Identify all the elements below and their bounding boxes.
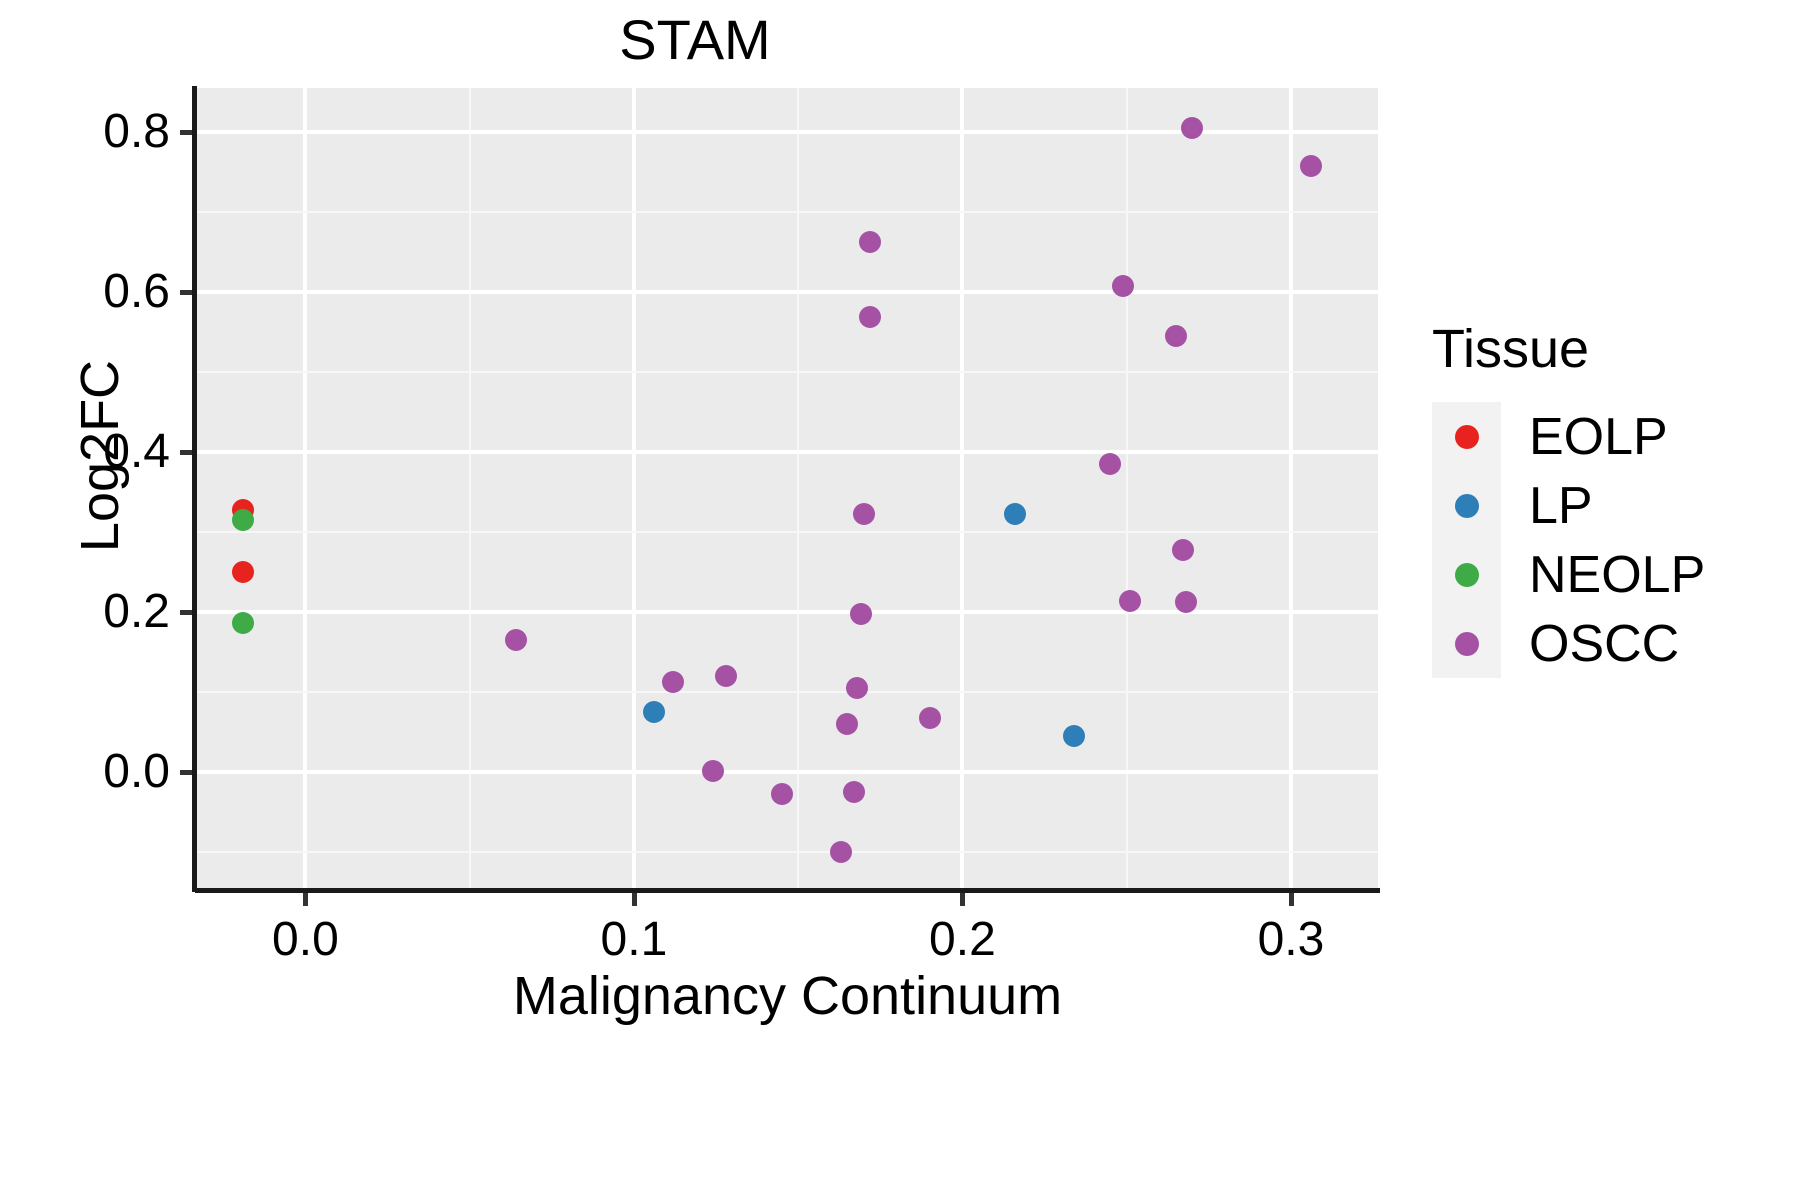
data-point — [231, 612, 254, 635]
data-point — [1063, 725, 1086, 747]
legend-dot-icon — [1454, 493, 1479, 518]
data-point — [859, 305, 882, 328]
legend-dot-icon — [1454, 562, 1479, 587]
legend-dot-icon — [1454, 631, 1479, 656]
gridline-vertical-major — [303, 88, 308, 888]
legend-title: Tissue — [1432, 319, 1590, 379]
gridline-horizontal-major — [197, 610, 1378, 614]
gridline-vertical-major — [1288, 88, 1293, 888]
gridline-vertical-minor — [468, 88, 471, 888]
data-point — [1164, 325, 1187, 347]
x-tick-mark — [631, 893, 637, 906]
data-point — [1112, 274, 1135, 297]
legend-item-label: LP — [1529, 476, 1593, 535]
data-point — [504, 629, 527, 651]
y-tick-mark — [180, 130, 192, 135]
x-axis-line — [195, 888, 1380, 893]
legend-item-label: EOLP — [1529, 407, 1668, 466]
data-point — [1174, 591, 1197, 614]
y-tick-mark — [180, 450, 192, 455]
gridline-horizontal-major — [197, 290, 1378, 294]
y-tick-label: 0.8 — [103, 105, 170, 158]
y-tick-label: 0.0 — [103, 745, 170, 798]
legend-item-lp[interactable]: LP — [1432, 471, 1762, 540]
data-point — [829, 841, 852, 863]
data-point — [1118, 589, 1141, 612]
legend-keys: EOLP LP NEOLP OSCC — [1432, 402, 1762, 678]
legend-dot-icon — [1454, 424, 1479, 449]
data-point — [1171, 538, 1194, 561]
data-point — [714, 665, 737, 687]
gridline-horizontal-major — [197, 130, 1378, 134]
gridline-vertical-minor — [1125, 88, 1128, 888]
legend: Tissue EOLP LP NEOLP OSCC — [1432, 318, 1762, 678]
y-tick-mark — [180, 770, 192, 775]
gridline-vertical-major — [631, 88, 636, 888]
legend-item-label: OSCC — [1529, 614, 1680, 673]
data-point — [852, 503, 875, 526]
gridline-vertical-major — [960, 88, 965, 888]
legend-item-label: NEOLP — [1529, 545, 1706, 604]
x-tick-mark — [1288, 893, 1294, 906]
data-point — [231, 561, 254, 583]
data-point — [849, 603, 872, 626]
data-point — [642, 701, 665, 723]
legend-item-oscc[interactable]: OSCC — [1432, 609, 1762, 678]
legend-item-neolp[interactable]: NEOLP — [1432, 540, 1762, 609]
y-tick-mark — [180, 290, 192, 295]
data-point — [662, 671, 685, 694]
x-axis-title: Malignancy Continuum — [512, 966, 1063, 1026]
data-point — [701, 760, 724, 783]
y-tick-label: 0.2 — [103, 585, 170, 638]
gridline-horizontal-major — [197, 450, 1378, 454]
legend-key-swatch — [1432, 609, 1501, 678]
data-point — [770, 782, 793, 805]
gridline-horizontal-minor — [197, 531, 1378, 533]
legend-item-eolp[interactable]: EOLP — [1432, 402, 1762, 471]
gridline-vertical-minor — [797, 88, 800, 888]
legend-key-swatch — [1432, 471, 1501, 540]
plot-panel — [197, 88, 1378, 888]
data-point — [836, 713, 859, 735]
chart-title: STAM — [619, 8, 771, 71]
y-tick-label: 0.4 — [103, 425, 170, 478]
gridline-horizontal-minor — [197, 691, 1378, 693]
data-point — [1003, 503, 1026, 526]
y-tick-mark — [180, 610, 192, 615]
data-point — [1299, 155, 1322, 178]
data-point — [846, 677, 869, 699]
gridline-horizontal-minor — [197, 371, 1378, 373]
legend-key-swatch — [1432, 402, 1501, 471]
x-tick-mark — [303, 893, 309, 906]
data-point — [859, 230, 882, 253]
x-tick-mark — [960, 893, 966, 906]
y-tick-label: 0.6 — [103, 265, 170, 318]
data-point — [231, 509, 254, 531]
data-point — [918, 706, 941, 729]
data-point — [1181, 117, 1204, 139]
y-axis-line — [192, 86, 197, 892]
gridline-horizontal-minor — [197, 211, 1378, 213]
gridline-horizontal-minor — [197, 851, 1378, 853]
legend-key-swatch — [1432, 540, 1501, 609]
gridline-horizontal-major — [197, 770, 1378, 774]
data-point — [1099, 453, 1122, 475]
y-axis-title: Log2FC — [70, 359, 130, 553]
x-tick-label: 0.2 — [929, 913, 996, 966]
x-tick-label: 0.3 — [1257, 913, 1325, 966]
data-point — [843, 781, 866, 803]
x-tick-label: 0.0 — [272, 913, 339, 966]
x-tick-label: 0.1 — [600, 913, 668, 966]
